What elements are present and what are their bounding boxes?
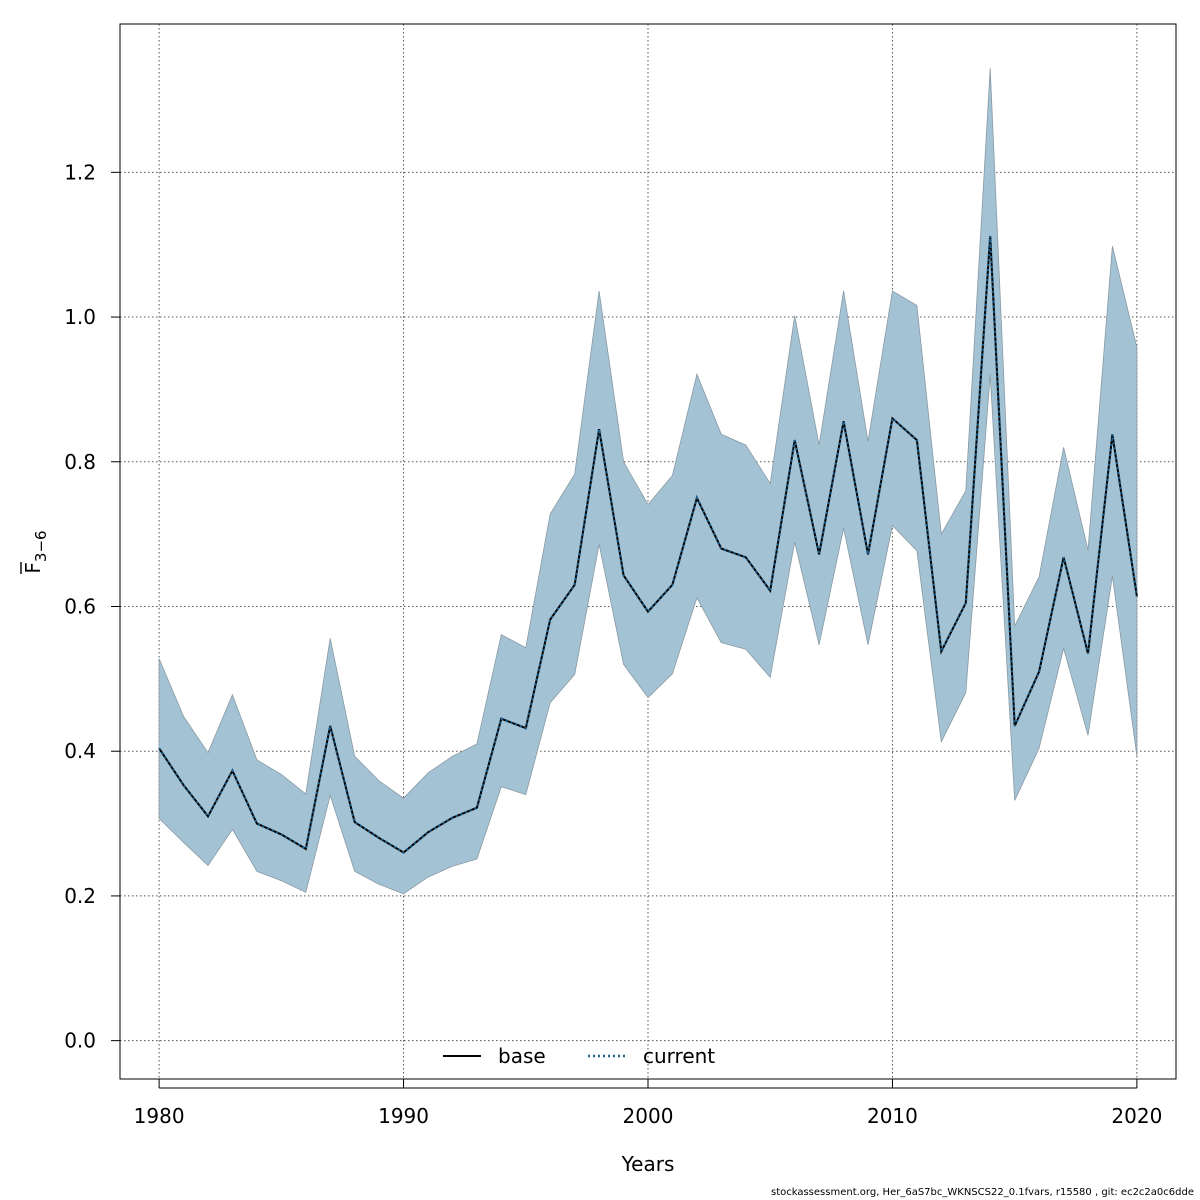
x-tick-label-2000: 2000	[623, 1104, 674, 1128]
footer-caption: stockassessment.org, Her_6aS7bc_WKNSCS22…	[770, 1187, 1194, 1198]
confidence-band	[158, 68, 1138, 895]
series-line-base	[158, 235, 1138, 854]
y-tick-label-6: 1.2	[64, 160, 96, 184]
y-axis: 0.0 0.2 0.4 0.6 0.8 1.0 1.2	[64, 160, 120, 1053]
svg-text:F3−6: F3−6	[21, 530, 50, 573]
legend-label-current: current	[643, 1044, 715, 1068]
grid	[120, 24, 1176, 1079]
y-axis-label-sub: 3−6	[32, 530, 50, 562]
y-tick-label-1: 0.2	[64, 884, 96, 908]
y-axis-label-main: F	[21, 562, 45, 574]
x-axis-label: Years	[621, 1152, 675, 1176]
x-tick-label-1990: 1990	[378, 1104, 429, 1128]
x-tick-label-1980: 1980	[134, 1104, 185, 1128]
y-axis-label: F3−6	[20, 530, 50, 574]
y-tick-label-2: 0.4	[64, 739, 96, 763]
y-tick-label-4: 0.8	[64, 450, 96, 474]
x-tick-label-2010: 2010	[867, 1104, 918, 1128]
y-tick-label-3: 0.6	[64, 594, 96, 618]
y-tick-label-5: 1.0	[64, 305, 96, 329]
x-tick-label-2020: 2020	[1111, 1104, 1162, 1128]
legend: base current	[443, 1044, 715, 1068]
x-axis: 1980 1990 2000 2010 2020	[134, 1079, 1162, 1128]
legend-label-base: base	[498, 1044, 546, 1068]
y-tick-label-0: 0.0	[64, 1029, 96, 1053]
